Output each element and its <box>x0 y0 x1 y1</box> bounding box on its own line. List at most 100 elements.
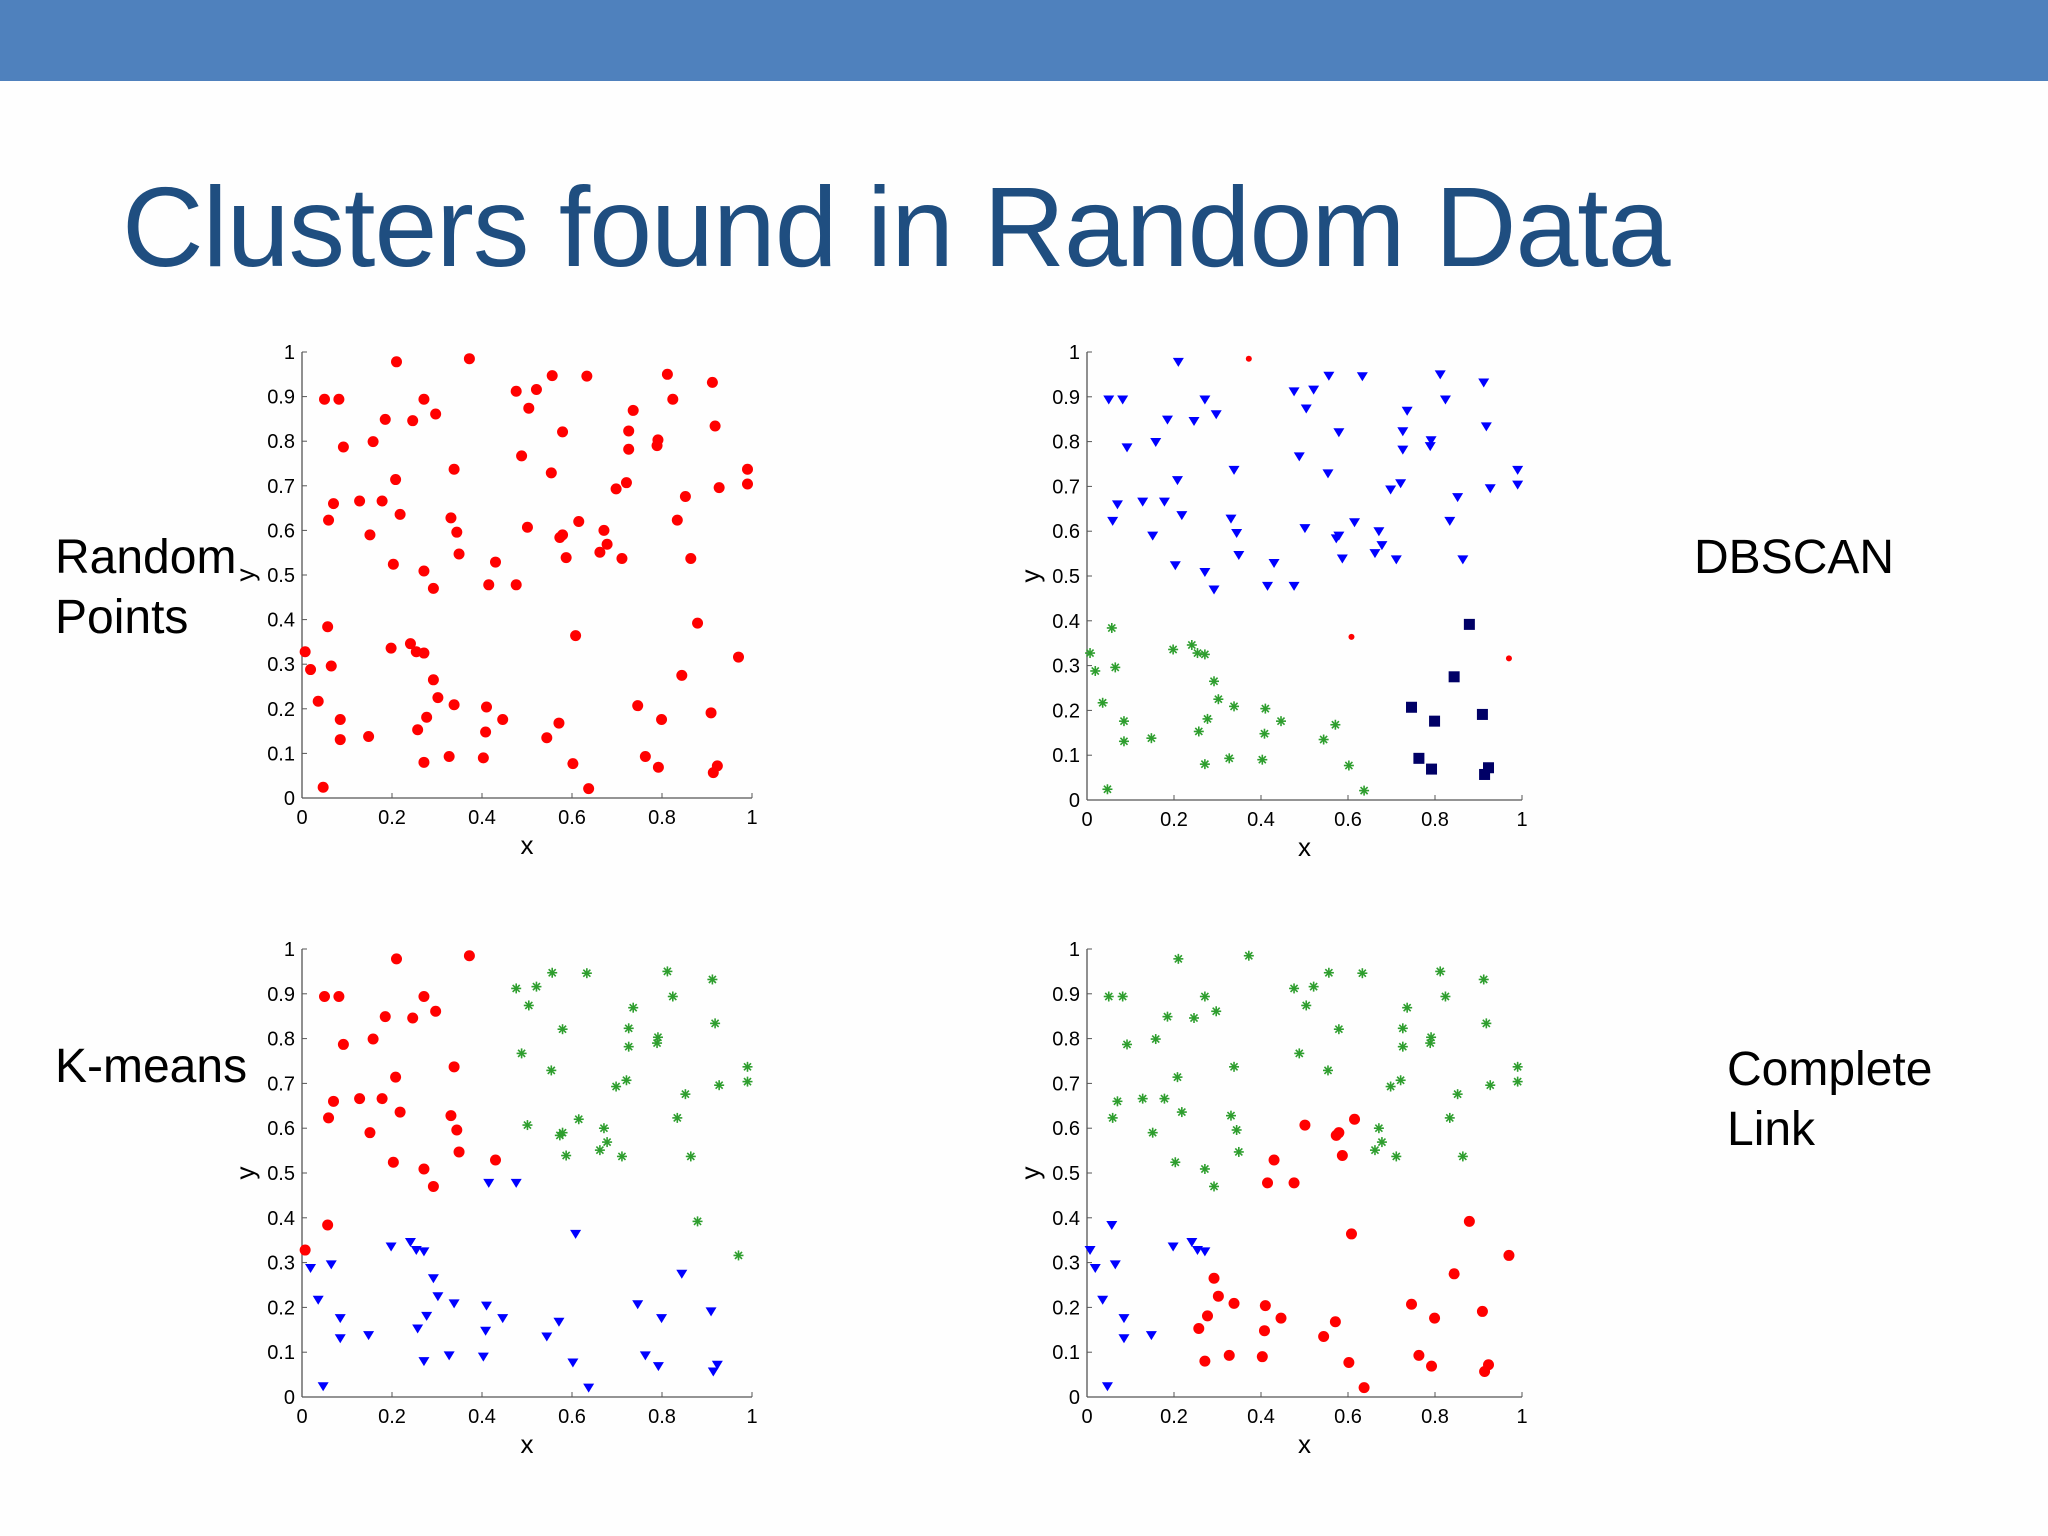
data-point <box>546 1065 557 1076</box>
data-point <box>616 552 628 564</box>
data-point <box>1209 1181 1220 1192</box>
data-point <box>623 1041 634 1052</box>
data-point <box>652 434 664 446</box>
data-point <box>1231 1124 1242 1135</box>
data-point <box>710 1018 721 1029</box>
data-point <box>1401 406 1413 416</box>
data-point <box>404 638 416 650</box>
data-point <box>385 642 397 654</box>
data-point <box>1333 1024 1344 1035</box>
data-point <box>742 478 753 490</box>
x-tick-label: 0 <box>296 807 307 829</box>
data-point <box>328 1095 339 1107</box>
data-point <box>1193 726 1204 737</box>
data-point <box>611 1081 622 1092</box>
data-point <box>1481 1018 1492 1029</box>
data-point <box>1376 541 1388 551</box>
data-point <box>553 1317 565 1327</box>
y-tick-label: 0.6 <box>1052 1118 1080 1140</box>
data-point <box>705 1307 717 1317</box>
data-point <box>412 1324 424 1334</box>
data-point <box>1109 1260 1121 1270</box>
axes: 0 0.1 0.2 0.3 0.4 0.5 0.6 0.7 0.8 0.9 1 0 0.2 0.4 0.6 0… <box>230 939 758 1459</box>
label-random-line2: Points <box>55 591 189 644</box>
data-point <box>407 1012 419 1024</box>
data-point <box>1275 1312 1287 1324</box>
data-point <box>1212 1290 1224 1302</box>
x-tick-label: 1 <box>746 1406 757 1428</box>
data-point <box>1345 1228 1357 1240</box>
data-point <box>672 1112 683 1123</box>
data-point <box>601 538 613 550</box>
data-point <box>1192 648 1203 659</box>
data-point <box>1448 671 1460 683</box>
data-point <box>656 1314 668 1324</box>
data-point <box>546 370 558 382</box>
data-point <box>1385 1081 1396 1092</box>
data-point <box>733 651 744 663</box>
data-point <box>1356 372 1368 382</box>
data-point <box>623 443 635 455</box>
y-tick-label: 0.1 <box>267 743 295 765</box>
data-point <box>1343 1357 1355 1369</box>
data-point <box>1480 422 1492 432</box>
data-point <box>516 450 528 462</box>
x-tick-label: 0.6 <box>1334 809 1362 831</box>
data-point <box>1512 465 1524 475</box>
data-point <box>1357 968 1368 979</box>
data-point <box>594 1145 605 1156</box>
data-point <box>1406 701 1418 713</box>
data-point <box>511 983 522 994</box>
data-point <box>1189 1012 1200 1023</box>
data-point <box>430 1005 442 1017</box>
y-axis-label: y <box>1015 570 1045 583</box>
data-point <box>1084 1246 1096 1256</box>
data-point <box>707 767 719 779</box>
slide-title: Clusters found in Random Data <box>122 164 1671 290</box>
data-point <box>1308 981 1319 992</box>
data-point <box>1213 694 1224 705</box>
data-point <box>523 402 535 414</box>
data-point <box>1373 1123 1384 1134</box>
axes: 0 0.1 0.2 0.3 0.4 0.5 0.6 0.7 0.8 0.9 1 0 0.2 0.4 0.6 0… <box>1015 939 1528 1459</box>
data-point <box>1289 983 1300 994</box>
data-point <box>312 1295 324 1305</box>
data-point <box>333 393 345 405</box>
data-point <box>733 1250 744 1261</box>
data-point <box>480 1326 492 1336</box>
data-point <box>1479 1365 1491 1377</box>
x-tick-label: 0.2 <box>378 807 406 829</box>
data-point <box>1107 1112 1118 1123</box>
data-point <box>1391 1151 1402 1162</box>
label-kmeans: K-means <box>55 1040 248 1093</box>
data-point <box>1435 966 1446 977</box>
plot-kmeans: 0 0.1 0.2 0.3 0.4 0.5 0.6 0.7 0.8 0.9 1 0 0.2 0.4 0.6 0… <box>230 879 822 1467</box>
data-point <box>1336 554 1348 564</box>
x-tick-label: 0.4 <box>1247 1406 1275 1428</box>
data-point <box>742 463 753 475</box>
axes: 0 0.1 0.2 0.3 0.4 0.5 0.6 0.7 0.8 0.9 1 0 0.2 0.4 0.6 0… <box>1015 342 1528 862</box>
data-point <box>662 966 673 977</box>
data-point <box>1121 443 1133 453</box>
data-point <box>337 1038 349 1050</box>
data-point <box>1089 1263 1101 1273</box>
data-point <box>553 717 565 729</box>
data-point <box>1478 974 1489 985</box>
data-point <box>1106 1220 1118 1230</box>
y-tick-label: 0.2 <box>267 699 295 721</box>
data-point <box>319 990 330 1002</box>
data-point <box>1425 436 1437 446</box>
data-point <box>1168 644 1179 655</box>
data-point <box>623 1023 634 1034</box>
data-point <box>676 669 688 681</box>
data-point <box>432 692 444 704</box>
data-point <box>583 1383 595 1393</box>
data-point <box>1330 719 1341 730</box>
data-point <box>620 477 632 489</box>
data-point <box>1145 1331 1157 1341</box>
data-point <box>1159 1093 1170 1104</box>
x-tick-label: 0.2 <box>1160 1406 1188 1428</box>
data-point <box>581 968 592 979</box>
data-point <box>418 1247 430 1257</box>
data-point <box>1171 476 1183 486</box>
